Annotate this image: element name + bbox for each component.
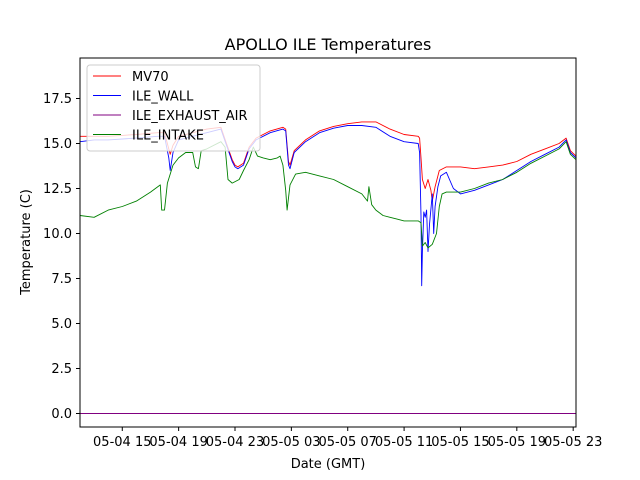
legend-label: MV70 xyxy=(132,70,169,85)
legend-label: ILE_EXHAUST_AIR xyxy=(132,109,248,124)
x-tick-label: 05-05 03 xyxy=(262,435,320,450)
x-axis-label: Date (GMT) xyxy=(291,457,366,472)
y-axis: 0.0 2.5 5.0 7.5 10.0 12.5 15.0 17.5 xyxy=(43,92,80,422)
y-tick-label: 15.0 xyxy=(43,137,72,152)
chart-title: APOLLO ILE Temperatures xyxy=(225,35,432,54)
x-tick-label: 05-05 11 xyxy=(375,435,433,450)
y-tick-label: 17.5 xyxy=(43,92,72,107)
y-tick-label: 5.0 xyxy=(51,317,72,332)
legend-label: ILE_INTAKE xyxy=(132,129,204,144)
plot-frame xyxy=(79,57,577,428)
legend-box xyxy=(86,64,261,152)
series-line-ile-intake xyxy=(80,141,576,249)
legend: MV70 ILE_WALL ILE_EXHAUST_AIR ILE_INTAKE xyxy=(86,64,261,152)
x-tick-label: 05-05 15 xyxy=(431,435,489,450)
y-tick-label: 7.5 xyxy=(51,272,72,287)
y-tick-label: 0.0 xyxy=(51,407,72,422)
x-tick-label: 05-04 23 xyxy=(206,435,264,450)
x-tick-label: 05-04 15 xyxy=(93,435,151,450)
x-tick-label: 05-05 23 xyxy=(544,435,602,450)
legend-label: ILE_WALL xyxy=(132,90,194,105)
y-axis-label: Temperature (C) xyxy=(19,189,34,296)
y-tick-label: 12.5 xyxy=(43,182,72,197)
y-tick-label: 2.5 xyxy=(51,362,72,377)
x-tick-label: 05-04 19 xyxy=(149,435,207,450)
y-tick-label: 10.0 xyxy=(43,227,72,242)
x-tick-label: 05-05 07 xyxy=(319,435,377,450)
x-tick-label: 05-05 19 xyxy=(488,435,546,450)
